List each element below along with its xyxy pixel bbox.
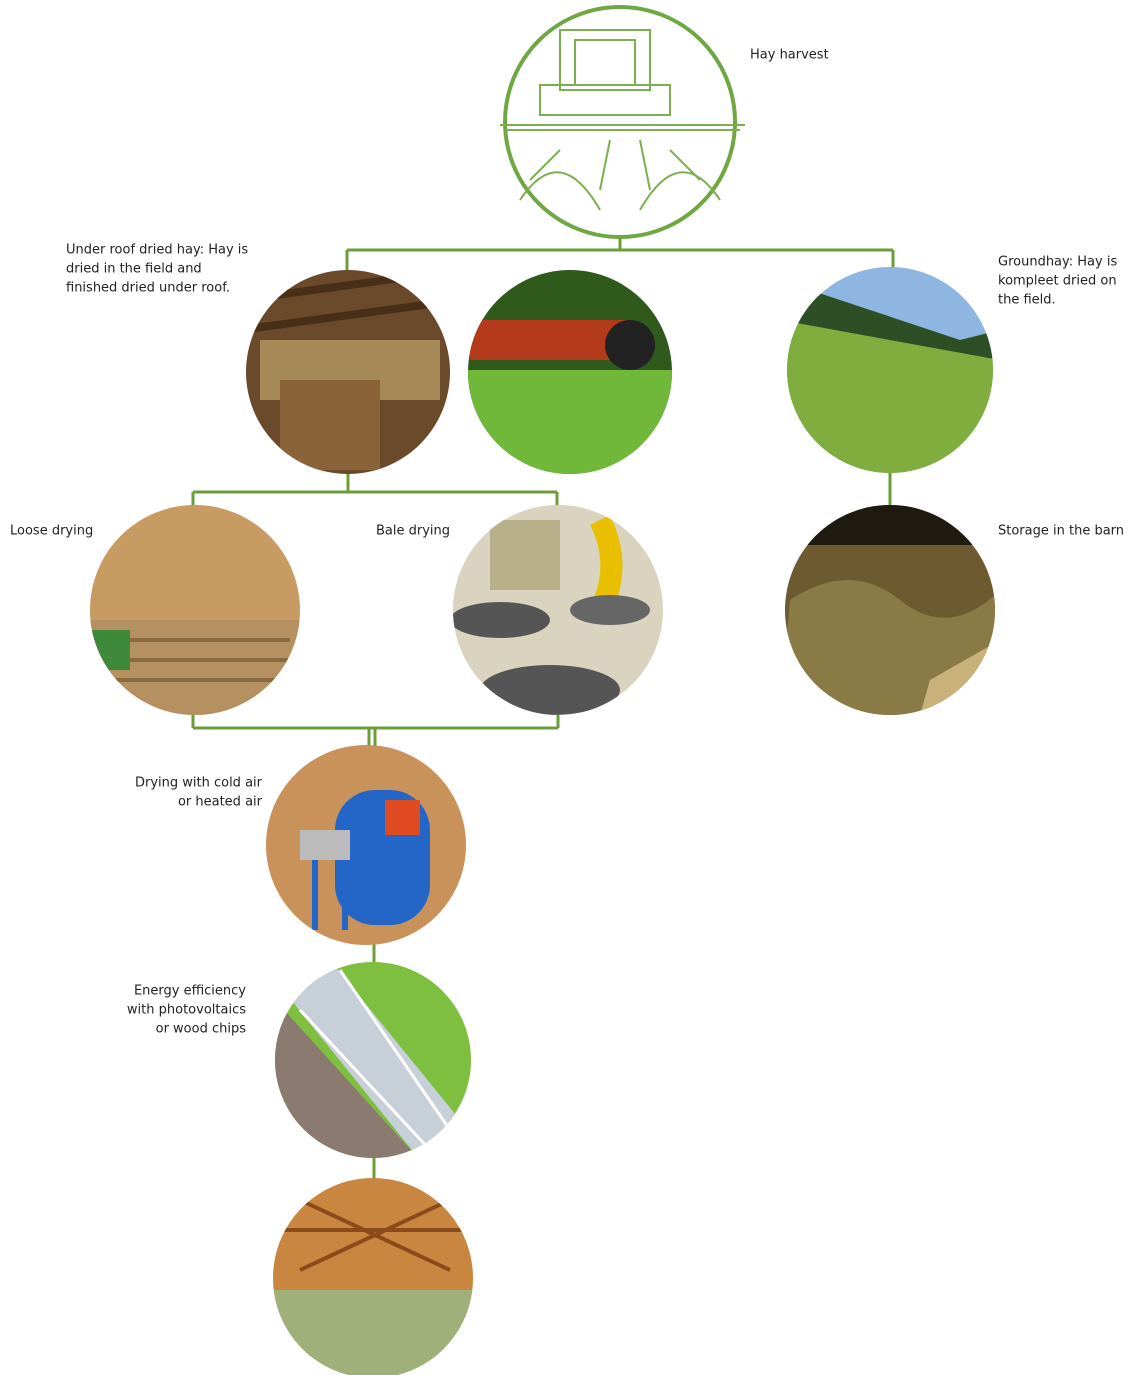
node-label: with photovoltaics xyxy=(127,1003,246,1018)
node-label: the field. xyxy=(998,293,1056,308)
photos xyxy=(85,260,1000,1375)
node-label: Drying with cold air xyxy=(135,776,263,791)
node-label: Energy efficiency xyxy=(134,984,246,999)
node-label: Storage in the barn xyxy=(998,524,1124,539)
node-label: Loose drying xyxy=(10,524,93,539)
hay-harvest-illustration xyxy=(500,7,745,237)
node-label: finished dried under roof. xyxy=(66,281,230,296)
node-label: Hay harvest xyxy=(750,48,829,63)
node-label: Under roof dried hay: Hay is xyxy=(66,243,248,258)
node-label: or heated air xyxy=(178,795,263,810)
node-label: or wood chips xyxy=(156,1022,247,1037)
node-label: Bale drying xyxy=(376,524,450,539)
node-label: kompleet dried on xyxy=(998,274,1117,289)
node-label: dried in the field and xyxy=(66,262,202,277)
node-label: Groundhay: Hay is xyxy=(998,255,1117,270)
diagram: Hay harvest Under roof dried hay: Hay is d… xyxy=(0,0,1148,1375)
